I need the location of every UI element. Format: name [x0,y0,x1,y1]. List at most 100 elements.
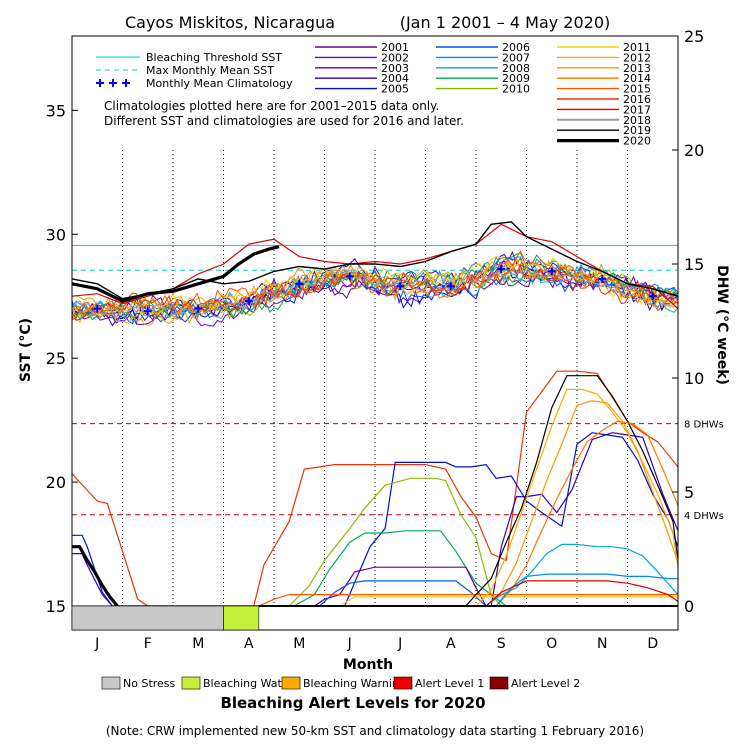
dhw-line-2008 [485,543,678,606]
alert-segment [71,605,224,631]
dhw-line-2005 [72,432,678,606]
climatology-marker [598,274,607,283]
climatology-marker [244,297,253,306]
month-label: D [647,636,658,652]
month-label: F [144,636,152,652]
climatology-marker [648,292,657,301]
left-tick-label: 35 [46,101,66,120]
dhw-line-2016 [72,473,149,606]
legend-mmm-label: Max Monthly Mean SST [146,64,274,77]
legend-year-label: 2001 [381,41,409,54]
legend-year-label: 2007 [502,51,530,64]
dhw-line-2017 [485,580,678,606]
legend-year-label: 2011 [623,41,651,54]
dhw-line-2010 [288,477,502,606]
right-tick-label: 0 [684,597,694,616]
month-label: M [192,636,204,652]
legend-year-label: 2005 [381,83,409,96]
dhw8-label: 8 DHWs [684,420,724,431]
month-label: A [446,636,456,652]
dhw-line-2014 [495,420,678,606]
legend-year-label: 2010 [502,83,530,96]
legend-year-label: 2018 [623,114,651,127]
alert-legend-swatch [393,676,413,690]
legend-year-label: 2020 [623,135,651,148]
legend-clim-marker [109,79,117,87]
legend-year-label: 2003 [381,62,409,75]
month-label: M [293,636,305,652]
legend-year-label: 2013 [623,62,651,75]
dhw-line-2016b [253,370,678,606]
alert-legend: No Stress Bleaching Watch Bleaching Warnin… [101,676,580,690]
right-tick-label: 15 [684,255,704,274]
legend-year-label: 2014 [623,72,651,85]
right-tick-label: 20 [684,141,704,160]
footnote: (Note: CRW implemented new 50-km SST and… [106,724,644,738]
sst-line-2019 [72,221,678,300]
left-tick-label: 25 [46,349,66,368]
dhw-line-2007 [495,573,678,606]
sst-line-2012 [72,257,678,324]
dhw-line-2011 [339,596,678,606]
month-label: J [397,636,402,652]
legend-clim-label: Monthly Mean Climatology [146,77,293,90]
dhw-line-2012 [475,388,678,606]
right-axis: 0 5 10 15 20 25 [672,27,704,616]
alert-legend-label: Alert Level 1 [415,677,484,690]
right-tick-label: 10 [684,369,704,388]
sst-line-2013 [72,259,678,326]
left-axis: 15 20 25 30 35 [46,101,78,616]
alert-bar [71,605,679,631]
alert-legend-swatch [489,676,509,690]
left-tick-label: 30 [46,225,66,244]
climatology-marker [497,264,506,273]
climatology-marker [295,279,304,288]
alert-legend-swatch [181,676,201,690]
left-axis-label: SST (°C) [18,318,34,382]
legend-year-label: 2017 [623,103,651,116]
climatology-marker [143,307,152,316]
sst-line-2014 [72,264,678,321]
legend-year-label: 2015 [623,83,651,96]
right-tick-label: 25 [684,27,704,46]
legend-year-label: 2004 [381,72,409,85]
note-line-1: Climatologies plotted here are for 2001–… [104,99,439,113]
legend-clim-marker [96,79,104,87]
alert-bar-title: Bleaching Alert Levels for 2020 [220,694,485,712]
note-line-2: Different SST and climatologies are used… [104,114,464,128]
month-label: S [497,636,506,652]
legend-year-label: 2009 [502,72,530,85]
legend-clim-marker [122,79,130,87]
sst-line-2016 [72,262,678,321]
month-label: N [597,636,607,652]
climatology-marker [446,282,455,291]
dhw-line-2015 [258,593,678,606]
dhw-line-2020 [72,545,119,606]
left-tick-label: 20 [46,473,66,492]
climatology-marker [396,282,405,291]
legend-year-label: 2006 [502,41,530,54]
month-label: J [94,636,99,652]
dhw-line-2013 [485,400,678,606]
dhw-line-2001 [314,566,487,606]
legend-threshold-label: Bleaching Threshold SST [146,51,282,64]
climatology-marker [93,304,102,313]
month-label: J [347,636,352,652]
x-axis-label: Month [343,657,393,673]
dhw4-label: 4 DHWs [684,511,724,522]
climatology-marker [547,267,556,276]
chart-period: (Jan 1 2001 – 4 May 2020) [400,13,611,32]
sst-line-2020 [72,245,280,303]
alert-legend-swatch [101,676,121,690]
legend-year-label: 2008 [502,62,530,75]
plot-area [72,150,678,606]
sst-line-2015 [72,250,678,316]
climatology-marker [345,272,354,281]
alert-segment [223,605,260,631]
climatology-marker [194,304,203,313]
sst-line-2018 [72,264,678,320]
legend-year-label: 2019 [623,124,651,137]
right-axis-label: DHW (°C week) [714,265,730,385]
